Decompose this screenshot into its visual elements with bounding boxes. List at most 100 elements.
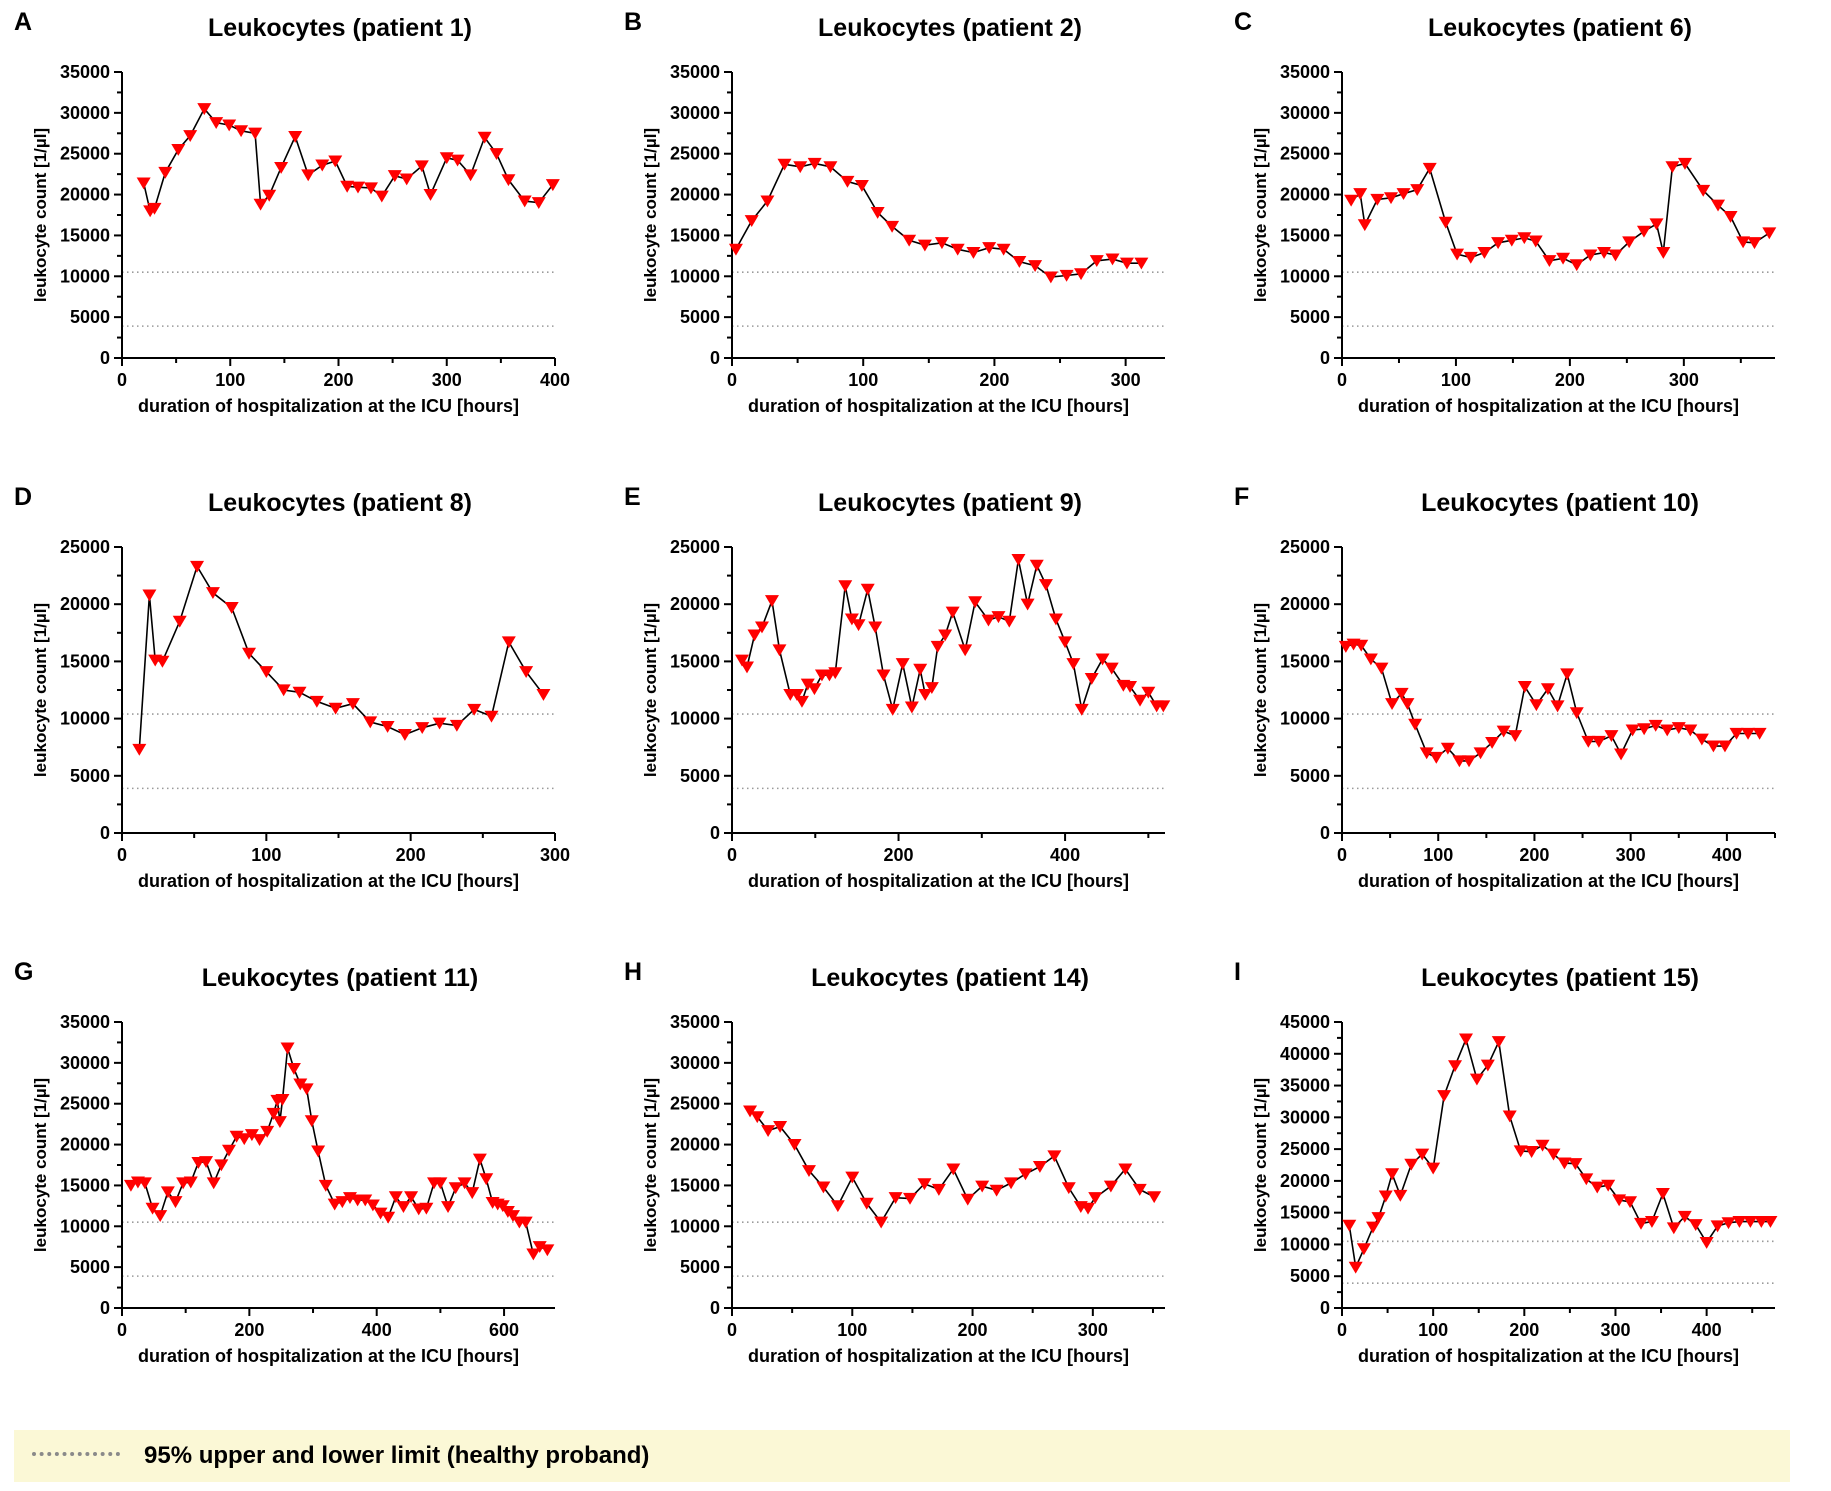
y-tick-label: 0 — [1320, 348, 1330, 368]
data-point-marker — [1569, 707, 1584, 720]
data-point-marker — [1683, 724, 1698, 737]
data-point-marker — [874, 1216, 889, 1229]
y-tick-label: 35000 — [670, 62, 720, 82]
data-point-marker — [1480, 1059, 1495, 1072]
data-point-marker — [404, 1191, 419, 1204]
x-tick-label: 100 — [837, 1320, 867, 1340]
y-tick-label: 30000 — [1280, 103, 1330, 123]
y-tick-label: 15000 — [1280, 651, 1330, 671]
data-point-marker — [1011, 553, 1026, 566]
x-tick-label: 200 — [979, 370, 1009, 390]
data-point-marker — [1081, 1202, 1096, 1215]
data-point-marker — [1485, 737, 1500, 749]
data-point-marker — [761, 1125, 776, 1137]
data-point-marker — [489, 148, 504, 161]
data-point-marker — [449, 719, 464, 732]
panel-letter: C — [1234, 8, 1253, 36]
data-point-marker — [828, 667, 843, 680]
data-point-marker — [1625, 724, 1640, 737]
data-point-marker — [309, 695, 324, 708]
data-point-marker — [1410, 184, 1425, 196]
legend-dotted-line-sample — [32, 1452, 120, 1460]
chart-panel-d: D Leukocytes (patient 8) 0 5000 10000 15000 20… — [0, 475, 610, 935]
y-tick-label: 30000 — [1280, 1107, 1330, 1127]
data-point-marker — [918, 688, 933, 701]
x-axis-label: duration of hospitalization at the ICU [… — [748, 1346, 1129, 1366]
data-point-marker — [301, 169, 316, 182]
data-point-marker — [744, 215, 759, 228]
data-point-marker — [1677, 157, 1692, 170]
x-axis-label: duration of hospitalization at the ICU [… — [1358, 396, 1739, 416]
y-tick-label: 0 — [710, 1298, 720, 1318]
data-point-marker — [1517, 680, 1532, 693]
data-point-marker — [540, 1244, 555, 1257]
data-point-marker — [423, 188, 438, 201]
data-point-marker — [975, 1180, 990, 1193]
data-point-marker — [1696, 184, 1711, 197]
data-point-marker — [1717, 740, 1732, 753]
data-point-marker — [1560, 668, 1575, 681]
data-point-marker — [1741, 727, 1756, 740]
data-point-marker — [876, 669, 891, 682]
panel-letter: A — [14, 8, 33, 36]
data-point-marker — [1448, 1060, 1463, 1073]
data-point-marker — [743, 1105, 758, 1118]
data-point-marker — [209, 117, 224, 129]
data-point-marker — [1660, 724, 1675, 737]
data-point-marker — [1089, 255, 1104, 268]
data-point-marker — [1569, 259, 1584, 272]
data-point-marker — [145, 1202, 160, 1215]
data-point-marker — [1458, 1033, 1473, 1046]
data-point-marker — [991, 611, 1006, 624]
data-point-marker — [1550, 700, 1565, 713]
data-point-marker — [205, 587, 220, 600]
data-point-marker — [1119, 257, 1134, 270]
series-line — [1350, 162, 1770, 266]
y-tick-label: 5000 — [1290, 307, 1330, 327]
chart-title: Leukocytes (patient 15) — [1421, 964, 1699, 992]
data-point-marker — [222, 119, 237, 132]
data-point-marker — [1502, 1110, 1517, 1123]
data-point-marker — [1147, 1191, 1162, 1204]
data-point-marker — [1528, 235, 1543, 248]
data-point-marker — [467, 703, 482, 716]
data-point-marker — [1517, 232, 1532, 245]
y-tick-label: 10000 — [1280, 1234, 1330, 1254]
data-point-marker — [794, 695, 809, 708]
data-point-marker — [328, 702, 343, 715]
data-point-marker — [1408, 718, 1423, 731]
y-tick-label: 25000 — [1280, 144, 1330, 164]
data-point-marker — [1132, 1183, 1147, 1196]
data-point-marker — [1591, 735, 1606, 748]
x-axis-label: duration of hospitalization at the ICU [… — [138, 396, 519, 416]
data-point-marker — [457, 1177, 472, 1190]
y-tick-label: 45000 — [1280, 1012, 1330, 1032]
data-point-marker — [224, 602, 239, 614]
data-point-marker — [854, 179, 869, 192]
data-point-marker — [505, 1210, 520, 1222]
y-tick-label: 5000 — [680, 1257, 720, 1277]
y-axis-label: leukocyte count [1/µl] — [1251, 1078, 1270, 1252]
y-tick-label: 10000 — [670, 266, 720, 286]
data-point-marker — [274, 162, 289, 174]
x-tick-label: 300 — [1669, 370, 1699, 390]
data-point-marker — [1649, 218, 1664, 231]
chart-panel-c: C Leukocytes (patient 6) 0 5000 10000 15000 20… — [1220, 0, 1830, 460]
data-point-marker — [286, 1062, 301, 1075]
data-point-marker — [248, 127, 263, 140]
y-tick-label: 35000 — [60, 1012, 110, 1032]
chart-svg: 0 5000 10000 15000 20000 25000 0 100 200 300 durat… — [31, 537, 570, 891]
data-point-marker — [396, 1201, 411, 1213]
y-tick-label: 30000 — [670, 1053, 720, 1073]
data-point-marker — [214, 1159, 229, 1172]
data-point-marker — [1581, 735, 1596, 748]
data-point-marker — [1048, 613, 1063, 626]
chart-panel-e: E Leukocytes (patient 9) 0 5000 10000 15000 20… — [610, 475, 1220, 935]
chart-panel-f: F Leukocytes (patient 10) 0 5000 10000 15000 2… — [1220, 475, 1830, 935]
data-point-marker — [262, 189, 277, 202]
data-point-marker — [363, 182, 378, 195]
x-tick-label: 600 — [489, 1320, 519, 1340]
data-point-marker — [1066, 658, 1081, 670]
data-point-marker — [432, 717, 447, 730]
y-tick-label: 10000 — [670, 709, 720, 729]
